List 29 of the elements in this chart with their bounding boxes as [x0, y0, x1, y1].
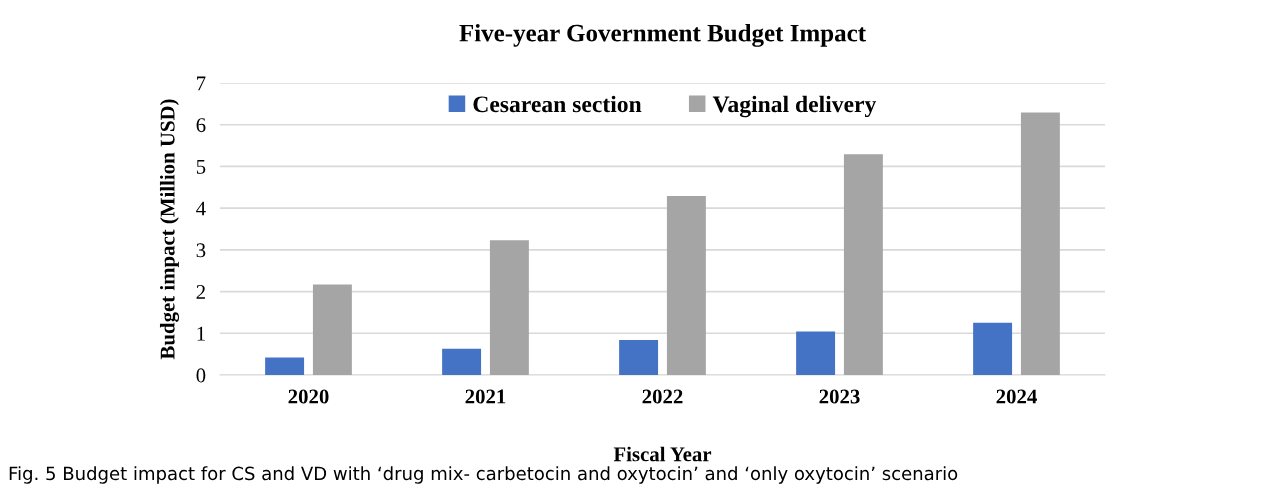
- x-tick-label: 2024: [996, 389, 1037, 404]
- y-tick-label: 7: [197, 76, 206, 91]
- bar: [973, 322, 1013, 375]
- chart-title: Five-year Government Budget Impact: [459, 23, 866, 47]
- caption: Fig. 5 Budget impact for CS and VD with ‘drug mix- carbetocin and oxytocin’ and ‘only oxytocin’ scenario: [9, 466, 958, 484]
- legend-label: Vaginal delivery: [712, 95, 877, 118]
- bar: [666, 196, 706, 375]
- x-tick-label: 2022: [642, 389, 683, 404]
- legend-label: Cesarean section: [473, 95, 642, 113]
- x-tick-label: 2021: [465, 389, 506, 404]
- bar: [312, 284, 352, 375]
- bar: [619, 339, 659, 375]
- y-tick-label: 1: [197, 326, 205, 341]
- bar: [843, 154, 883, 375]
- y-tick-label: 3: [196, 243, 206, 258]
- bar: [489, 240, 529, 375]
- y-axis-title: Budget impact (Million USD): [159, 99, 180, 360]
- bar: [265, 357, 305, 375]
- x-tick-label: 2023: [819, 389, 860, 404]
- x-tick-label: 2020: [288, 389, 329, 404]
- x-axis-title: Fiscal Year: [613, 446, 712, 462]
- y-tick-label: 2: [196, 285, 205, 299]
- bar: [796, 331, 836, 375]
- y-tick-label: 4: [196, 201, 206, 216]
- y-tick-label: 0: [196, 368, 206, 383]
- bar: [1020, 112, 1060, 375]
- y-tick-label: 6: [196, 118, 206, 133]
- y-tick-label: 5: [196, 160, 206, 174]
- bar: [442, 348, 482, 375]
